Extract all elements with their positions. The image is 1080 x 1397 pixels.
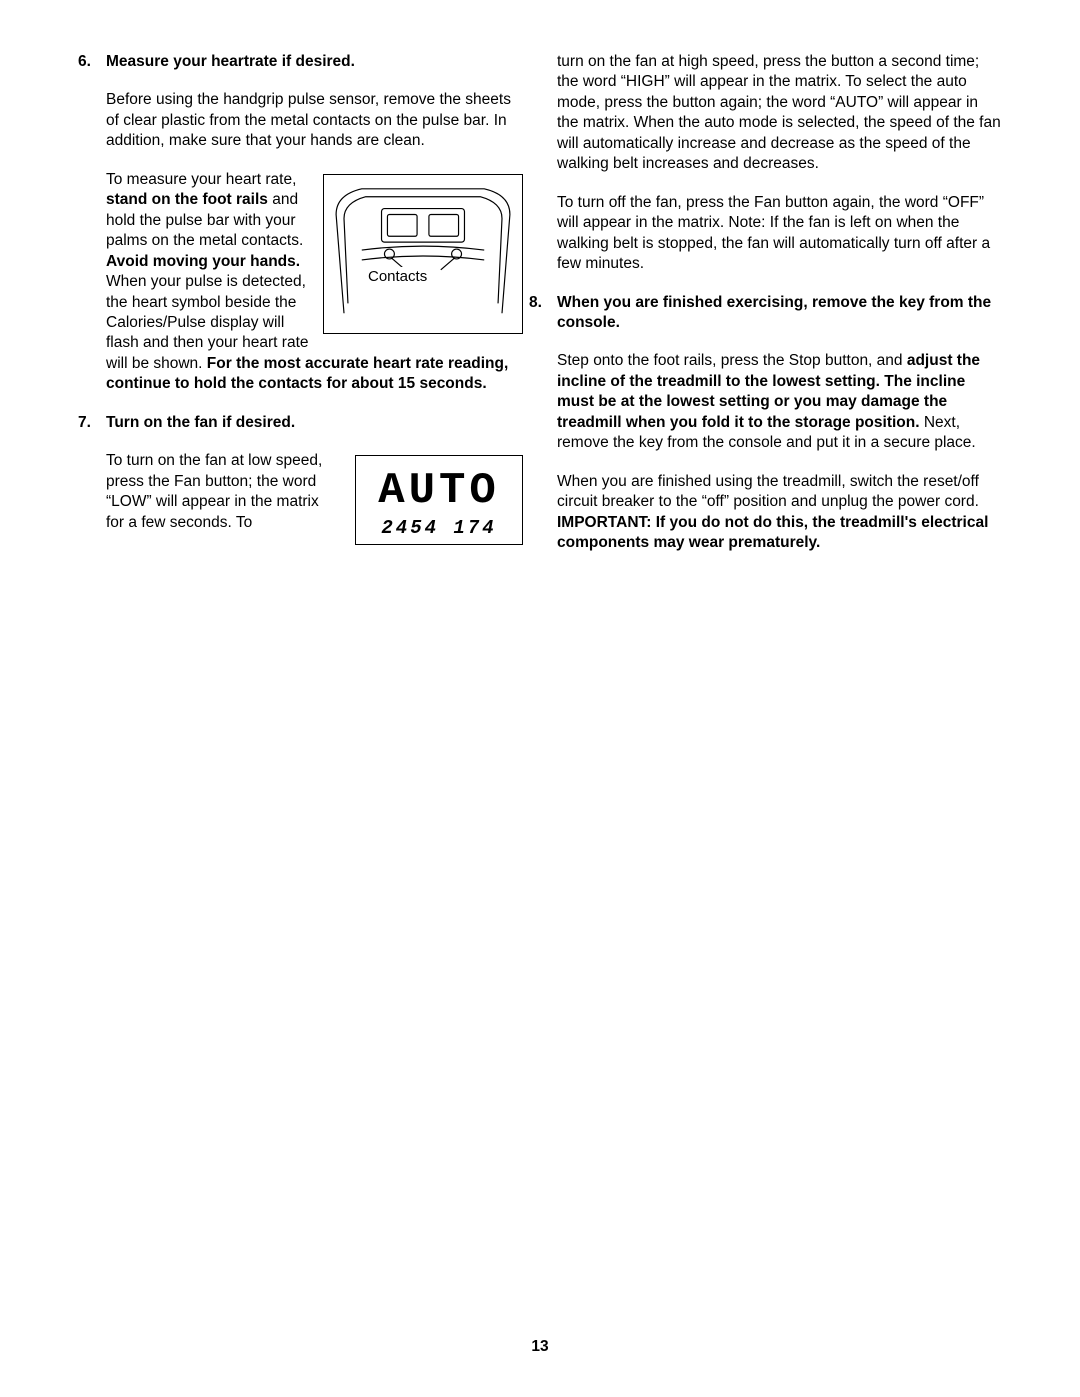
step-title: When you are finished exercising, remove… <box>557 293 1002 334</box>
step-title: Measure your heartrate if desired. <box>106 52 523 72</box>
step-8: 8. When you are finished exercising, rem… <box>529 293 1002 572</box>
matrix-display-figure: AUTO 2454 174 <box>355 455 523 545</box>
step-7: 7. Turn on the fan if desired. AUTO 2454… <box>78 413 523 545</box>
step-body: Turn on the fan if desired. AUTO 2454 17… <box>106 413 523 545</box>
two-column-layout: 6. Measure your heartrate if desired. Be… <box>78 52 1002 590</box>
step-number: 8. <box>529 293 557 572</box>
step-6: 6. Measure your heartrate if desired. Be… <box>78 52 523 395</box>
text: Step onto the foot rails, press the Stop… <box>557 352 907 369</box>
text-with-figure: AUTO 2454 174 To turn on the fan at low … <box>106 451 523 545</box>
step-number: 6. <box>78 52 106 395</box>
text: When you are finished using the treadmil… <box>557 473 979 510</box>
paragraph: Step onto the foot rails, press the Stop… <box>557 351 1002 453</box>
contacts-figure: Contacts <box>323 174 523 334</box>
text: To measure your heart rate, <box>106 171 296 188</box>
paragraph: Before using the handgrip pulse sensor, … <box>106 90 523 151</box>
step-body: Measure your heartrate if desired. Befor… <box>106 52 523 395</box>
step-body: When you are finished exercising, remove… <box>557 293 1002 572</box>
text-with-figure: Contacts To measure your heart rate, sta… <box>106 170 523 395</box>
right-column: turn on the fan at high speed, press the… <box>557 52 1002 590</box>
display-word: AUTO <box>356 462 522 520</box>
bold-text: IMPORTANT: If you do not do this, the tr… <box>557 514 988 551</box>
bold-text: stand on the foot rails <box>106 191 268 208</box>
step-number: 7. <box>78 413 106 545</box>
contacts-label: Contacts <box>366 267 429 287</box>
bold-text: Avoid moving your hands. <box>106 253 300 270</box>
continuation-paragraph: turn on the fan at high speed, press the… <box>557 52 1002 175</box>
treadmill-console-drawing <box>324 175 522 333</box>
paragraph: To turn off the fan, press the Fan butto… <box>557 193 1002 275</box>
left-column: 6. Measure your heartrate if desired. Be… <box>78 52 523 590</box>
page-number: 13 <box>0 1337 1080 1357</box>
paragraph: When you are finished using the treadmil… <box>557 472 1002 554</box>
page: 6. Measure your heartrate if desired. Be… <box>0 0 1080 1397</box>
step-title: Turn on the fan if desired. <box>106 413 523 433</box>
display-digits: 2454 174 <box>356 516 522 541</box>
